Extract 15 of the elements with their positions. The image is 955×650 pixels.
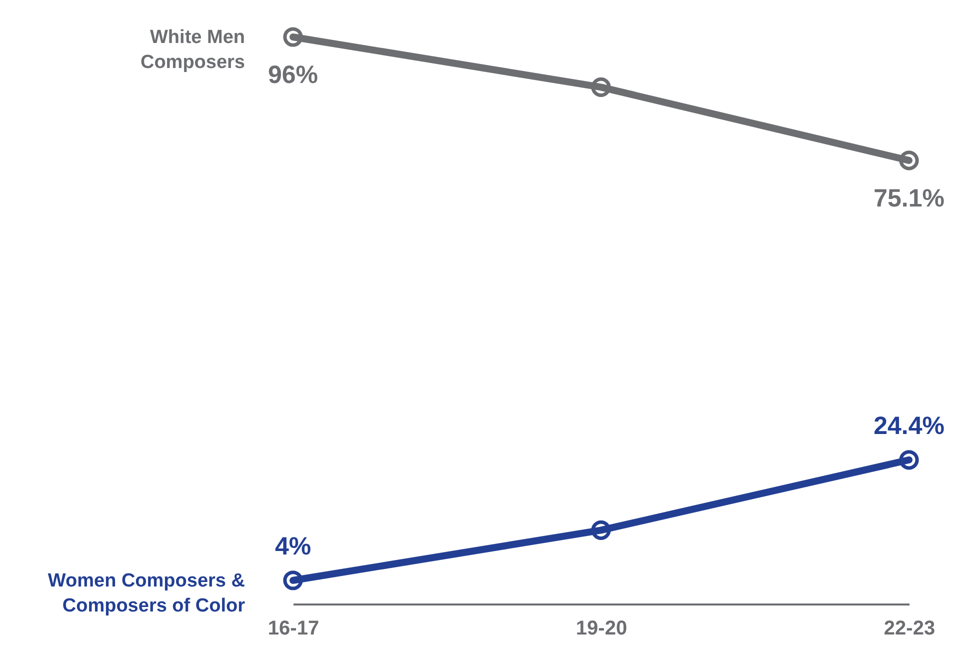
point [899,150,919,170]
point [283,27,303,47]
data-label: 24.4% [874,412,944,440]
x-tick-label: 19-20 [576,618,628,640]
point [899,450,919,470]
x-tick-label: 22-23 [884,618,936,640]
data-label: 96% [268,61,318,89]
data-label: 75.1% [874,184,944,212]
x-tick-label: 16-17 [268,618,320,640]
text: Women Composers & Composers of Color [48,570,246,616]
point [591,77,611,97]
point [283,570,303,590]
data-label: 4% [274,532,312,560]
point [591,520,611,540]
text: White Men Composers [140,27,245,73]
